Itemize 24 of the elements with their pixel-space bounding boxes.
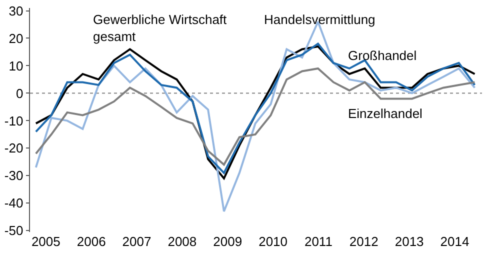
x-tick-label: 2008 <box>168 234 197 249</box>
y-tick-label: 30 <box>8 3 24 18</box>
text: Gewerbliche Wirtschaft gesamt <box>93 12 228 44</box>
x-tick-label: 2010 <box>258 234 288 249</box>
x-tick-label: 2012 <box>349 234 378 249</box>
y-tick-label: 0 <box>16 86 24 101</box>
series-label: Handelsvermittlung <box>264 12 376 27</box>
y-tick-label: 10 <box>8 58 24 74</box>
x-tick-label: 2007 <box>122 234 152 249</box>
y-tick-label: -20 <box>4 140 24 156</box>
series-label: Großhandel <box>348 48 417 63</box>
y-tick-label: -50 <box>4 223 24 238</box>
x-tick-label: 2005 <box>31 234 60 249</box>
x-tick-label: 2014 <box>440 234 470 249</box>
x-tick-label: 2006 <box>76 234 106 249</box>
y-tick-label: -40 <box>4 196 24 211</box>
series-label: Einzelhandel <box>348 106 423 121</box>
y-tick-label: 20 <box>8 30 24 46</box>
line-series <box>34 67 476 166</box>
x-tick-label: 2013 <box>394 234 424 249</box>
x-tick-label: 2009 <box>213 234 242 249</box>
x-tick-label: 2011 <box>304 234 332 249</box>
y-tick-label: -30 <box>4 168 24 184</box>
y-tick-label: -10 <box>4 113 24 128</box>
